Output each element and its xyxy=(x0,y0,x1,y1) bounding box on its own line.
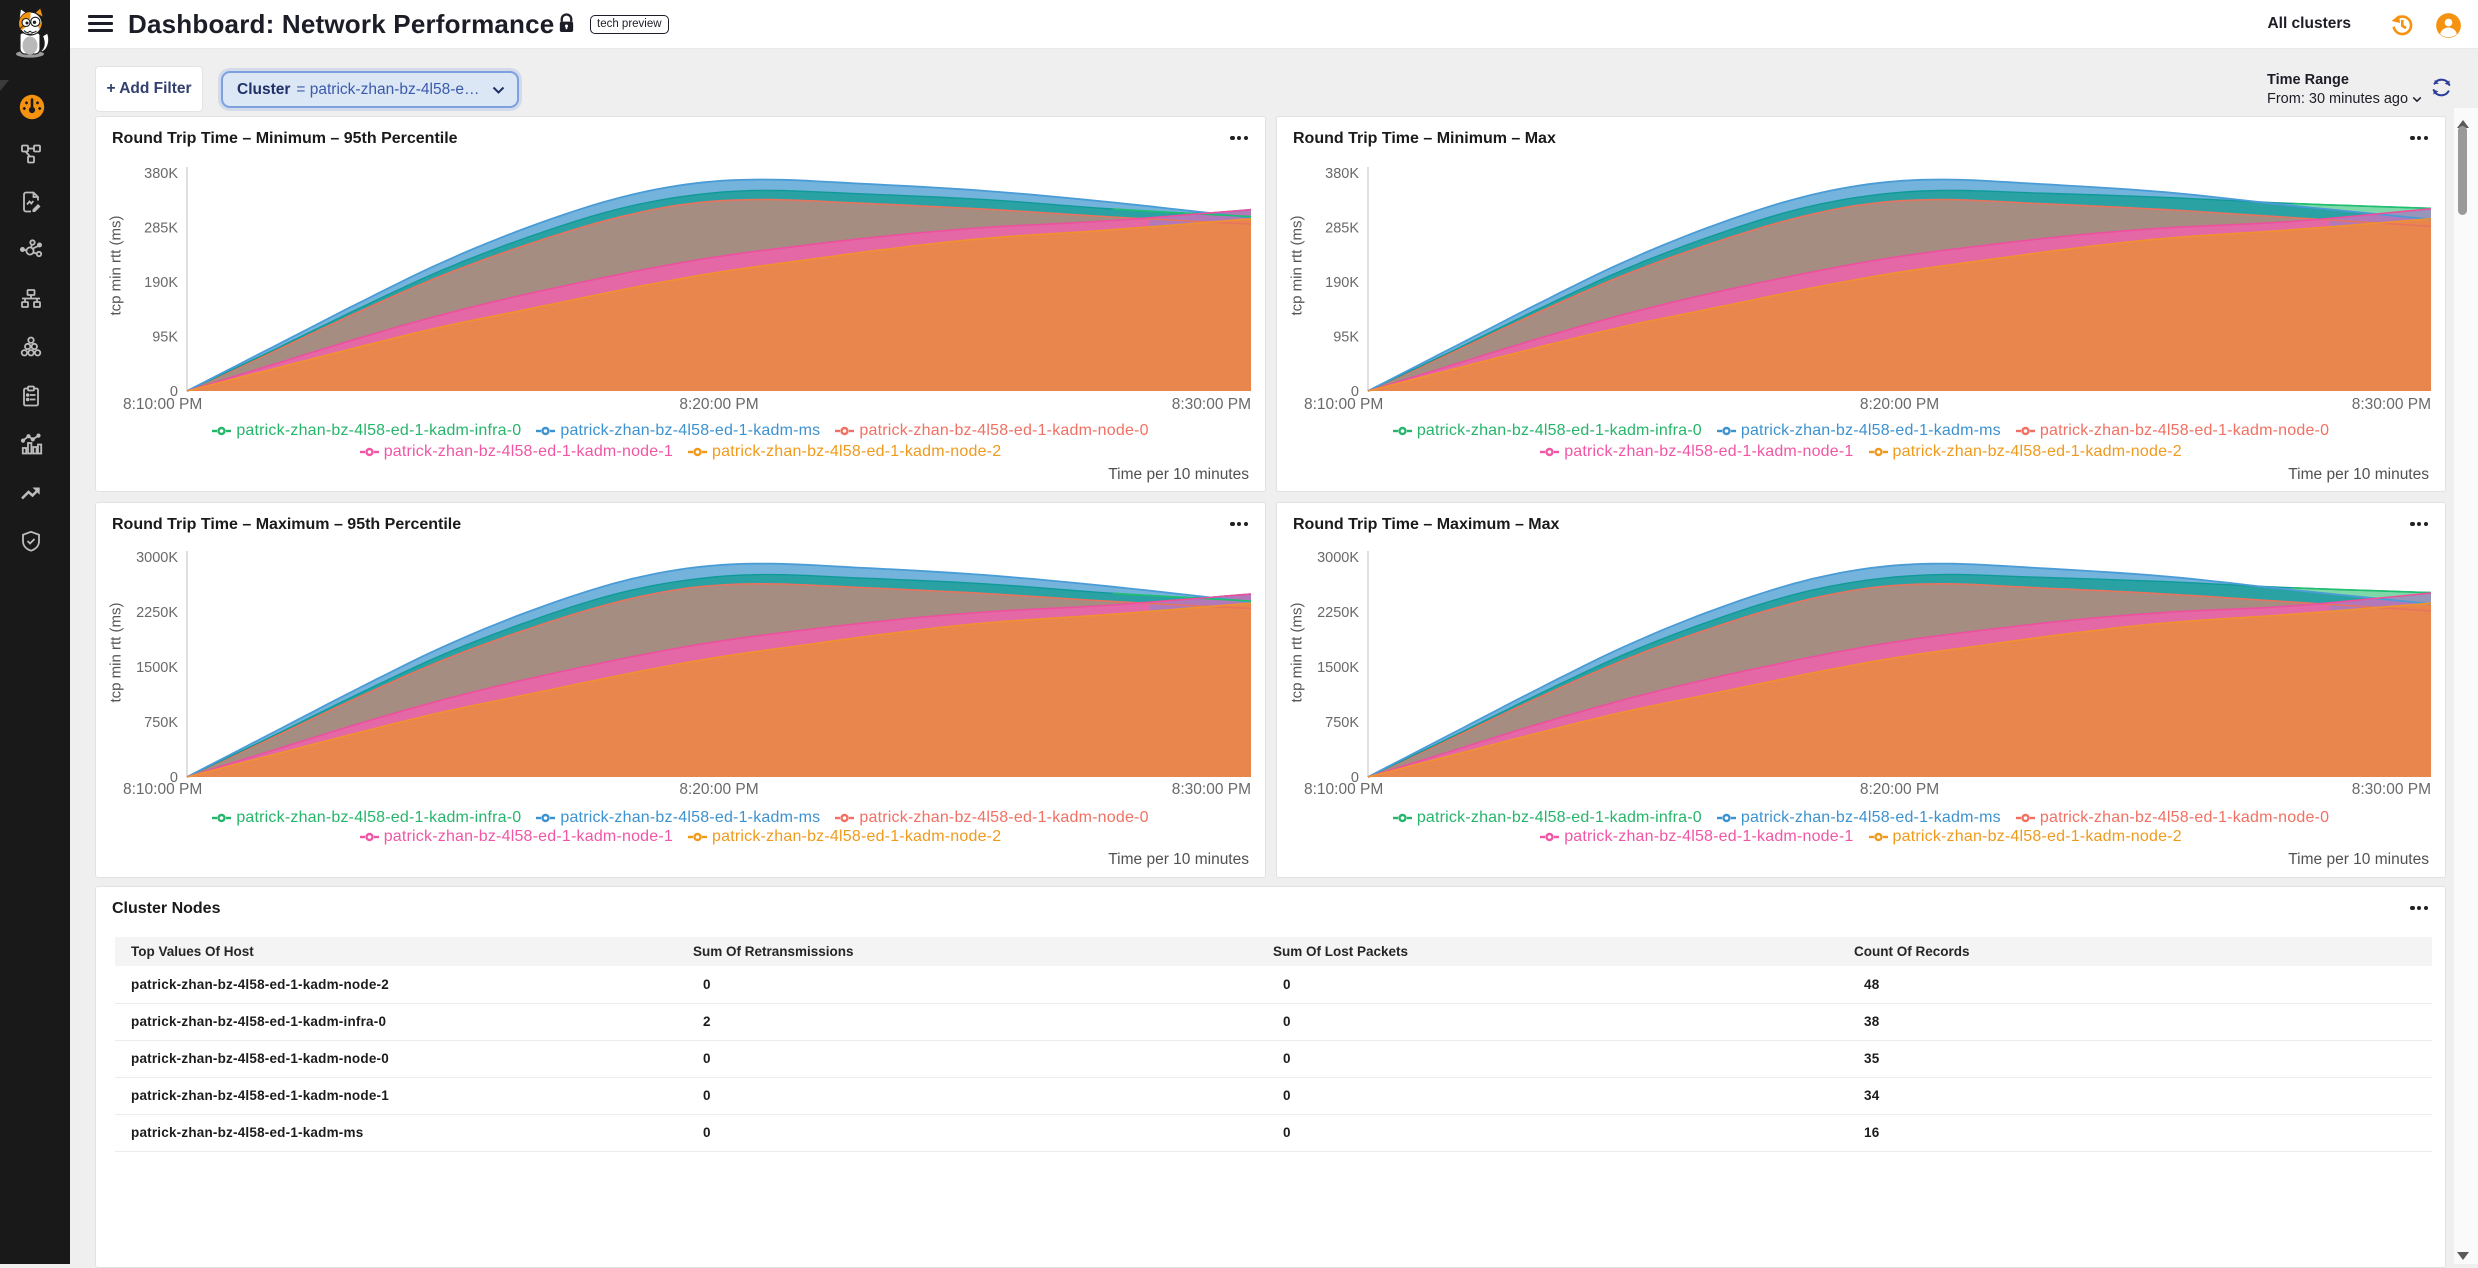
svg-text:8:20:00 PM: 8:20:00 PM xyxy=(1860,396,1939,413)
svg-text:3000K: 3000K xyxy=(1317,550,1359,566)
svg-text:8:20:00 PM: 8:20:00 PM xyxy=(679,781,758,798)
svg-text:8:30:00 PM: 8:30:00 PM xyxy=(1172,396,1251,413)
svg-text:95K: 95K xyxy=(152,330,178,346)
svg-text:95K: 95K xyxy=(1333,330,1359,346)
svg-text:380K: 380K xyxy=(144,166,178,182)
svg-text:285K: 285K xyxy=(1325,221,1359,237)
svg-text:1500K: 1500K xyxy=(136,660,178,676)
svg-text:8:10:00 PM: 8:10:00 PM xyxy=(123,396,202,413)
svg-text:8:10:00 PM: 8:10:00 PM xyxy=(123,781,202,798)
svg-text:8:10:00 PM: 8:10:00 PM xyxy=(1304,396,1383,413)
svg-text:0: 0 xyxy=(170,384,178,400)
svg-text:190K: 190K xyxy=(1325,275,1359,291)
svg-text:0: 0 xyxy=(170,770,178,786)
svg-text:750K: 750K xyxy=(144,715,178,731)
svg-text:285K: 285K xyxy=(144,221,178,237)
svg-text:8:30:00 PM: 8:30:00 PM xyxy=(2352,396,2431,413)
svg-text:0: 0 xyxy=(1351,770,1359,786)
svg-text:8:10:00 PM: 8:10:00 PM xyxy=(1304,781,1383,798)
svg-text:190K: 190K xyxy=(144,275,178,291)
svg-text:2250K: 2250K xyxy=(136,605,178,621)
svg-text:8:20:00 PM: 8:20:00 PM xyxy=(1860,781,1939,798)
svg-text:750K: 750K xyxy=(1325,715,1359,731)
svg-text:8:30:00 PM: 8:30:00 PM xyxy=(2352,781,2431,798)
svg-text:380K: 380K xyxy=(1325,166,1359,182)
svg-text:3000K: 3000K xyxy=(136,550,178,566)
svg-text:8:20:00 PM: 8:20:00 PM xyxy=(679,396,758,413)
svg-text:2250K: 2250K xyxy=(1317,605,1359,621)
svg-text:8:30:00 PM: 8:30:00 PM xyxy=(1172,781,1251,798)
svg-text:0: 0 xyxy=(1351,384,1359,400)
svg-text:1500K: 1500K xyxy=(1317,660,1359,676)
